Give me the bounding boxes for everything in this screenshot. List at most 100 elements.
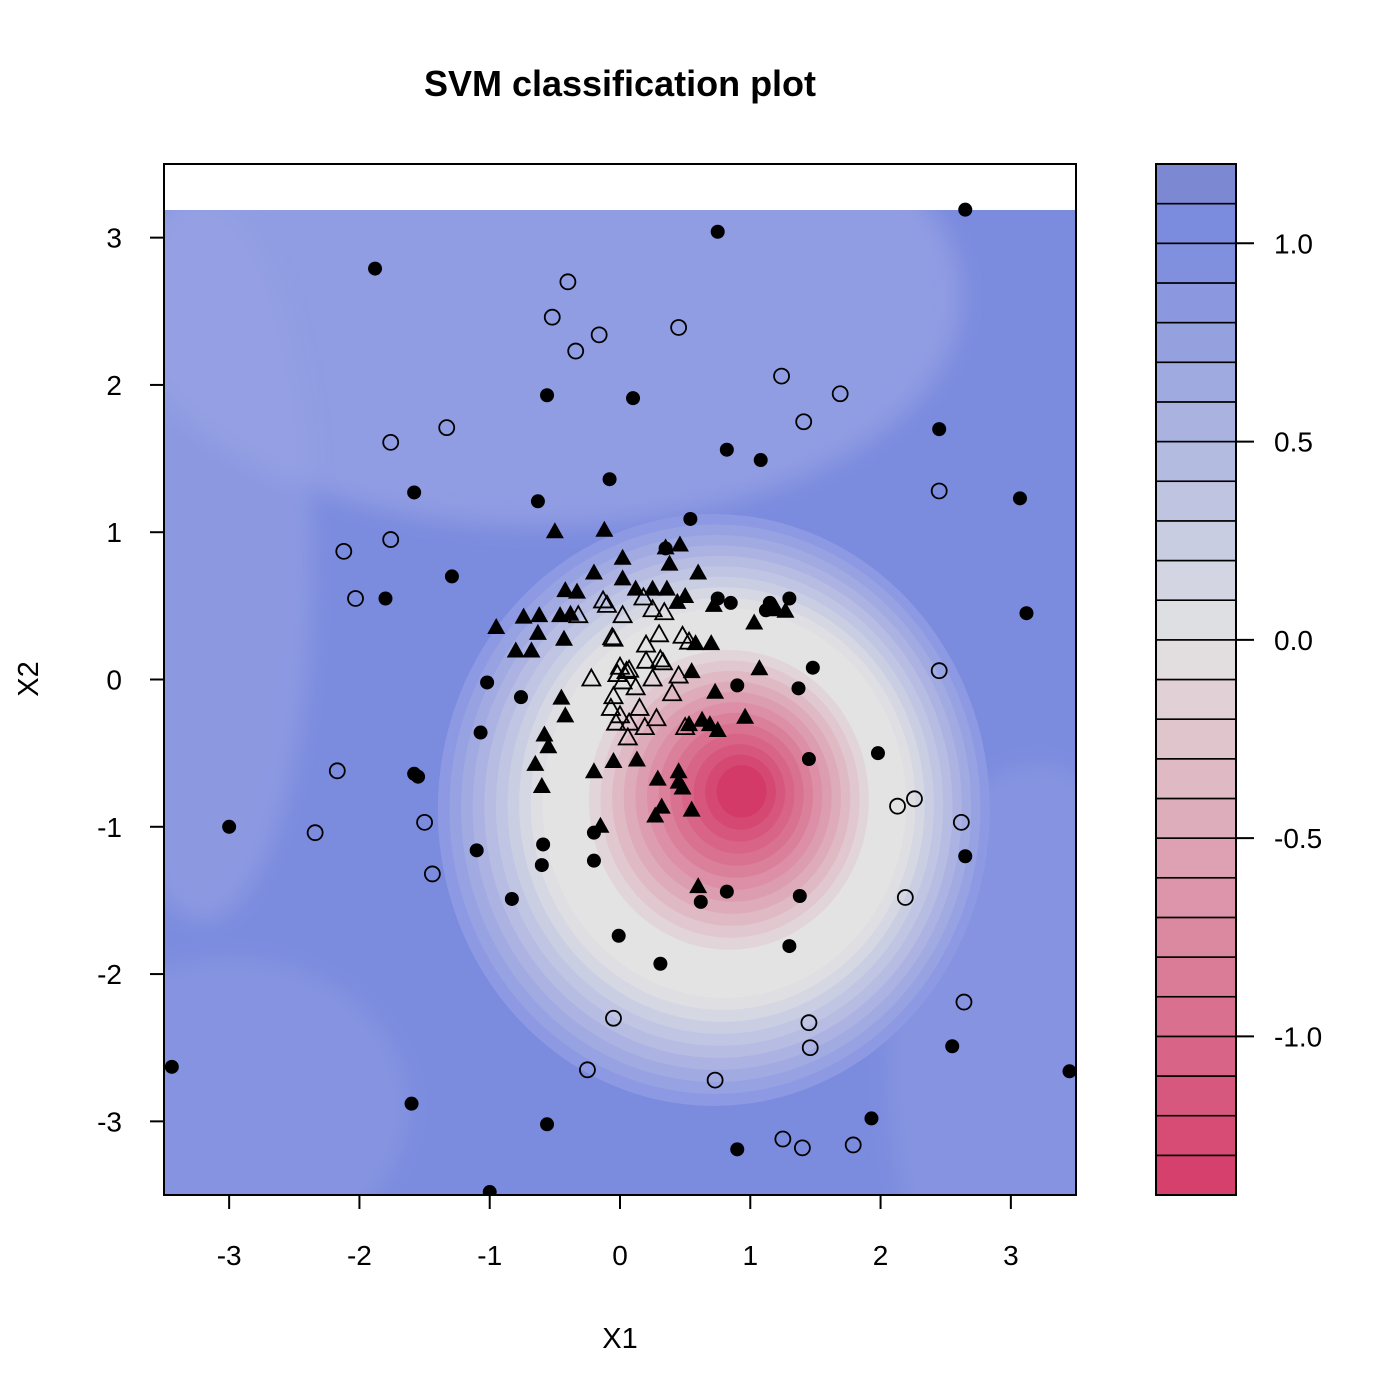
y-tick-label: -1 [97,812,122,843]
point-triangle-filled [522,641,541,658]
point-circle-open [831,385,849,403]
point-circle-open [906,790,923,808]
point-triangle-filled [627,750,646,767]
point-circle-filled [945,1039,960,1054]
point-triangle-filled [539,737,558,754]
point-triangle-filled [750,659,769,676]
point-circle-open [335,542,353,560]
point-circle-open [955,993,973,1011]
point-triangle-filled [591,816,610,833]
point-triangle-filled [568,582,587,599]
point-triangle-filled [668,592,687,609]
point-circle-filled [222,819,237,834]
colorbar-band [1155,480,1237,522]
point-circle-filled [404,1096,419,1111]
point-triangle-filled [656,538,675,555]
point-circle-filled [444,569,459,584]
point-circle-filled [710,224,725,239]
point-circle-filled [932,422,947,437]
x-tick-label: -2 [347,1240,372,1271]
colorbar-band [1155,1154,1237,1196]
point-circle-filled [534,858,549,873]
point-triangle-open [648,623,670,643]
point-triangle-open [642,598,664,618]
colorbar-band [1155,758,1237,800]
point-triangle-open [612,670,634,690]
point-triangle-open [642,667,664,687]
point-circle-open [382,433,400,451]
point-circle-open [567,342,585,360]
point-circle-filled [805,660,820,675]
point-circle-filled [536,837,551,852]
point-circle-filled [864,1111,879,1126]
point-triangle-open [612,604,634,624]
colorbar-band [1155,916,1237,958]
point-circle-filled [958,849,973,864]
colorbar-tick-label: -1.0 [1274,1021,1322,1052]
point-circle-filled [782,939,797,954]
colorbar-band [1155,401,1237,443]
point-circle-open [438,419,456,437]
x-axis-label: X1 [602,1323,637,1355]
colorbar-band [1155,599,1237,641]
point-triangle-filled [643,579,662,596]
point-circle-open [579,1061,596,1079]
x-tick-label: 0 [612,1240,628,1271]
point-circle-open [800,1014,818,1032]
x-tick-label: -1 [477,1240,502,1271]
point-circle-filled [730,678,745,693]
point-circle-open [347,590,364,607]
point-triangle-filled [626,579,645,596]
point-triangle-open [634,716,656,736]
y-tick-label: 3 [106,223,122,254]
point-circle-filled [782,591,797,606]
point-triangle-filled [669,762,688,779]
point-circle-filled [1012,491,1027,506]
x-tick-label: 3 [1003,1240,1019,1271]
point-circle-open [844,1136,862,1154]
point-triangle-filled [680,715,699,732]
point-triangle-filled [532,777,551,794]
point-circle-open [774,1130,792,1148]
point-triangle-filled [584,762,603,779]
point-triangle-open [661,682,683,702]
point-circle-filled [626,391,641,406]
point-circle-filled [683,511,698,526]
point-triangle-open [625,676,647,696]
point-circle-filled [801,752,816,767]
point-circle-filled [378,591,393,606]
point-triangle-open [600,697,622,716]
point-triangle-open [567,604,589,624]
colorbar-band [1155,163,1237,205]
colorbar-band [1155,321,1237,364]
point-circle-open [795,413,813,431]
y-tick-label: 2 [106,370,122,401]
colorbar-frame [1155,163,1237,1196]
surface-light-region [164,210,962,527]
point-triangle-filled [670,535,689,552]
point-circle-open [590,326,608,344]
point-triangle-open [618,658,640,678]
point-triangle-filled [646,806,665,823]
point-circle-open [930,662,948,680]
point-circle-open [306,824,324,842]
point-circle-open [889,797,906,815]
point-triangle-open [632,586,654,606]
point-circle-filled [368,261,383,276]
point-triangle-filled [535,725,554,742]
colorbar-band [1155,440,1237,483]
point-triangle-filled [745,613,764,630]
point-circle-filled [792,889,807,904]
point-circle-filled [693,894,708,909]
point-circle-filled [164,1059,179,1074]
point-circle-filled [791,681,806,696]
x-tick-label: -3 [217,1240,242,1271]
point-triangle-filled [613,548,632,565]
point-circle-filled [719,884,734,899]
point-circle-open [328,762,346,780]
point-circle-open [794,1139,811,1157]
point-triangle-open [635,649,657,669]
point-triangle-filled [528,623,547,640]
point-circle-filled [1019,606,1034,621]
y-tick-label: -3 [97,1106,122,1137]
